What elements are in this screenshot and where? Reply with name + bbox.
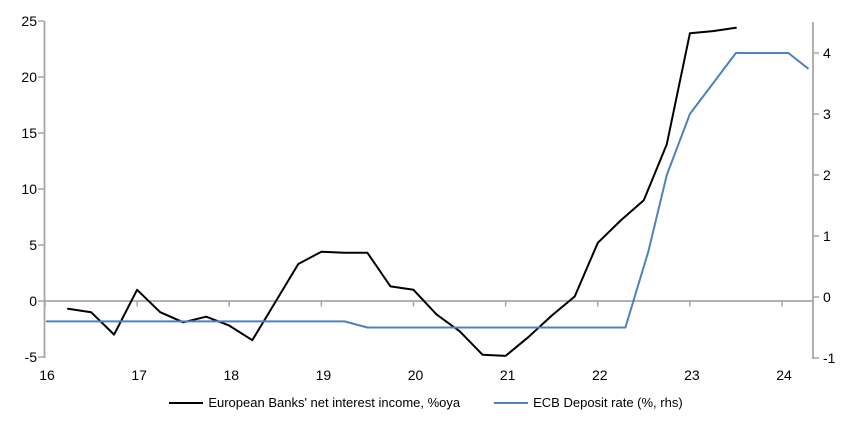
legend-label-nii: European Banks' net interest income, %oy… <box>208 395 461 410</box>
left-axis-tick-label: 0 <box>29 293 37 309</box>
chart-legend: European Banks' net interest income, %oy… <box>0 395 852 410</box>
legend-item-nii: European Banks' net interest income, %oy… <box>169 395 460 410</box>
series-line-ecb <box>45 52 809 329</box>
x-axis-tick-label: 21 <box>500 367 516 383</box>
right-axis-tick-label: 4 <box>823 45 831 61</box>
left-axis-tick-label: 5 <box>29 237 37 253</box>
nii-line-swatch <box>169 401 204 404</box>
right-axis-tick-label: 2 <box>823 167 831 183</box>
series-line-nii <box>67 26 737 357</box>
left-axis-tick-label: 25 <box>21 13 37 29</box>
left-axis-tick-label: -5 <box>25 349 38 365</box>
ecb-line-swatch <box>494 401 529 404</box>
left-axis-tick-label: 15 <box>21 125 37 141</box>
left-axis-tick-label: 20 <box>21 69 37 85</box>
legend-item-ecb: ECB Deposit rate (%, rhs) <box>494 395 683 410</box>
legend-label-ecb: ECB Deposit rate (%, rhs) <box>533 395 683 410</box>
x-axis-tick-label: 24 <box>776 367 792 383</box>
right-axis-tick-label: 1 <box>823 228 831 244</box>
x-axis-tick-label: 22 <box>592 367 608 383</box>
x-axis-tick-label: 23 <box>684 367 700 383</box>
x-axis-tick-label: 19 <box>316 367 332 383</box>
x-axis-tick-label: 17 <box>131 367 147 383</box>
x-axis-tick-label: 16 <box>39 367 55 383</box>
x-axis-tick-label: 18 <box>223 367 239 383</box>
right-axis-tick-label: 3 <box>823 106 831 122</box>
right-axis-tick-label: -1 <box>823 350 836 366</box>
right-axis-tick-label: 0 <box>823 289 831 305</box>
left-axis-tick-label: 10 <box>21 181 37 197</box>
x-axis-tick-label: 20 <box>408 367 424 383</box>
